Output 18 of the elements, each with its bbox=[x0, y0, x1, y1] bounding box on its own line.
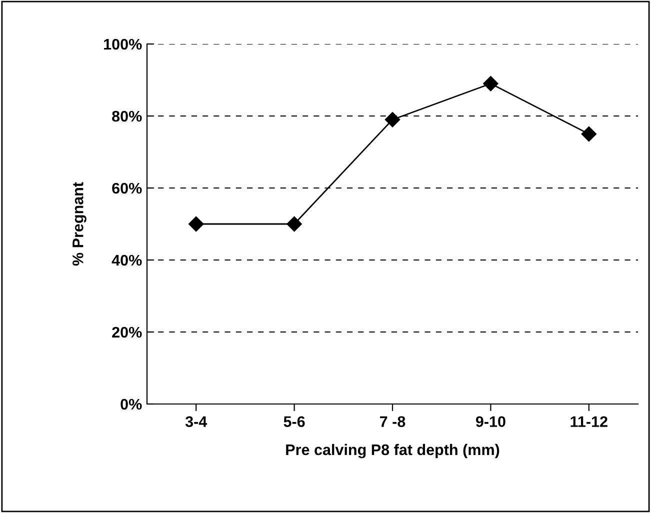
y-tick-label: 0% bbox=[120, 398, 142, 410]
y-tick-label: 40% bbox=[112, 254, 142, 266]
point bbox=[286, 216, 302, 232]
x-tick-label: 9-10 bbox=[476, 416, 506, 428]
point bbox=[581, 126, 596, 142]
y-tick-label: 60% bbox=[112, 182, 142, 194]
x-tick-label: 7 -8 bbox=[380, 416, 406, 428]
x-tick-label: 3-4 bbox=[185, 416, 208, 428]
y-axis-title: % Pregnant bbox=[72, 182, 86, 266]
x-tick-label: 5-6 bbox=[284, 416, 305, 428]
point bbox=[483, 76, 498, 92]
point bbox=[384, 112, 400, 128]
x-axis-title: Pre calving P8 fat depth (mm) bbox=[286, 444, 500, 458]
y-tick-label: 100% bbox=[104, 38, 142, 50]
point bbox=[188, 216, 204, 232]
x-tick-label: 11-12 bbox=[570, 416, 608, 427]
y-tick-label: 80% bbox=[112, 110, 142, 122]
y-tick-label: 20% bbox=[112, 326, 142, 338]
